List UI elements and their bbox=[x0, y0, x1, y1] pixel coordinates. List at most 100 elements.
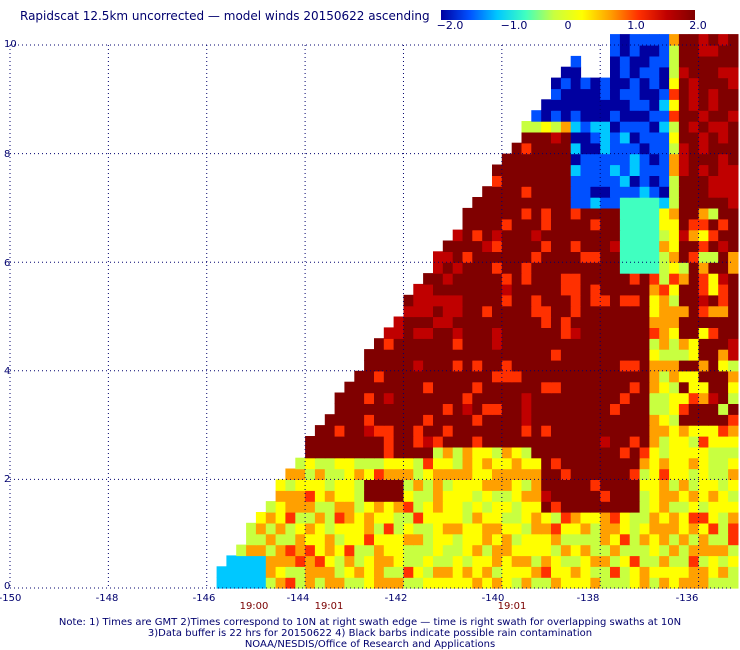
swath-cell bbox=[649, 327, 660, 339]
swath-cell bbox=[590, 197, 601, 209]
swath-cell bbox=[610, 522, 621, 535]
swath-cell bbox=[531, 349, 542, 361]
swath-cell bbox=[600, 349, 611, 361]
swath-cell bbox=[275, 501, 286, 513]
swath-cell bbox=[541, 381, 552, 394]
swath-cell bbox=[708, 186, 719, 198]
swath-cell bbox=[580, 175, 591, 187]
swath-cell bbox=[649, 501, 660, 513]
swath-cell bbox=[619, 88, 631, 100]
swath-cell bbox=[314, 425, 326, 437]
swath-cell bbox=[403, 446, 414, 459]
swath-cell bbox=[619, 153, 631, 166]
swath-cell bbox=[403, 533, 414, 546]
swath-cell bbox=[492, 566, 503, 578]
swath-cell bbox=[669, 34, 680, 46]
swath-cell bbox=[551, 327, 562, 339]
swath-cell bbox=[246, 544, 257, 557]
swath-cell bbox=[531, 414, 542, 426]
swath-cell bbox=[610, 501, 621, 513]
swath-cell bbox=[560, 436, 572, 448]
swath-cell bbox=[393, 446, 404, 459]
swath-cell bbox=[393, 414, 404, 426]
swath-cell bbox=[551, 338, 562, 350]
swath-cell bbox=[639, 381, 650, 394]
swath-cell bbox=[560, 555, 572, 567]
swath-cell bbox=[285, 522, 296, 535]
swath-cell bbox=[698, 186, 709, 198]
swath-cell bbox=[659, 446, 670, 459]
swath-cell bbox=[314, 457, 326, 470]
swath-cell bbox=[718, 153, 729, 166]
swath-cell bbox=[492, 262, 503, 274]
swath-cell bbox=[570, 425, 582, 437]
swath-cell bbox=[521, 142, 532, 155]
swath-cell bbox=[580, 262, 591, 274]
swath-cell bbox=[669, 370, 680, 383]
swath-cell bbox=[590, 99, 601, 111]
swath-cell bbox=[472, 414, 483, 426]
swath-cell bbox=[354, 555, 365, 567]
swath-cell bbox=[570, 533, 582, 546]
swath-cell bbox=[708, 316, 719, 328]
swath-cell bbox=[374, 338, 385, 350]
time-label: 19:01 bbox=[314, 601, 344, 612]
swath-cell bbox=[560, 88, 572, 100]
swath-cell bbox=[688, 34, 700, 46]
swath-cell bbox=[413, 544, 424, 557]
swath-cell bbox=[678, 55, 690, 68]
swath-cell bbox=[521, 566, 532, 578]
swath-cell bbox=[610, 436, 621, 448]
swath-cell bbox=[442, 338, 454, 350]
swath-cell bbox=[305, 436, 316, 448]
swath-cell bbox=[531, 381, 542, 394]
swath-cell bbox=[482, 457, 493, 470]
swath-cell bbox=[531, 164, 542, 176]
swath-cell bbox=[482, 392, 493, 404]
swath-cell bbox=[580, 77, 591, 90]
swath-cell bbox=[669, 544, 680, 557]
swath-cell bbox=[501, 566, 513, 578]
swath-cell bbox=[629, 262, 641, 274]
swath-cell bbox=[482, 522, 493, 535]
swath-cell bbox=[403, 566, 414, 578]
swath-cell bbox=[590, 490, 601, 502]
swath-cell bbox=[629, 338, 641, 350]
swath-cell bbox=[423, 414, 434, 426]
swath-cell bbox=[551, 131, 562, 144]
swath-cell bbox=[728, 490, 739, 502]
swath-cell bbox=[718, 229, 729, 242]
swath-cell bbox=[619, 392, 631, 404]
swath-cell bbox=[462, 392, 473, 404]
swath-cell bbox=[501, 533, 513, 546]
swath-cell bbox=[492, 186, 503, 198]
swath-cell bbox=[718, 414, 729, 426]
swath-cell bbox=[649, 197, 660, 209]
swath-cell bbox=[511, 501, 523, 513]
swath-cell bbox=[472, 251, 483, 263]
swath-cell bbox=[698, 121, 709, 133]
swath-cell bbox=[413, 577, 424, 589]
swath-cell bbox=[629, 131, 641, 144]
swath-cell bbox=[560, 283, 572, 296]
swath-cell bbox=[314, 577, 326, 589]
swath-cell bbox=[639, 349, 650, 361]
swath-cell bbox=[344, 533, 355, 546]
swath-cell bbox=[541, 294, 552, 307]
swath-cell bbox=[718, 251, 729, 263]
swath-cell bbox=[442, 370, 454, 383]
swath-cell bbox=[492, 229, 503, 242]
swath-cell bbox=[560, 262, 572, 274]
swath-cell bbox=[521, 338, 532, 350]
swath-cell bbox=[452, 512, 464, 524]
swath-cell bbox=[393, 359, 404, 372]
swath-cell bbox=[728, 381, 739, 394]
swath-cell bbox=[492, 327, 503, 339]
swath-cell bbox=[403, 392, 414, 404]
swath-cell bbox=[521, 131, 532, 144]
swath-cell bbox=[728, 121, 739, 133]
swath-cell bbox=[423, 381, 434, 394]
swath-cell bbox=[728, 522, 739, 535]
swath-cell bbox=[678, 229, 690, 242]
swath-cell bbox=[295, 479, 306, 491]
